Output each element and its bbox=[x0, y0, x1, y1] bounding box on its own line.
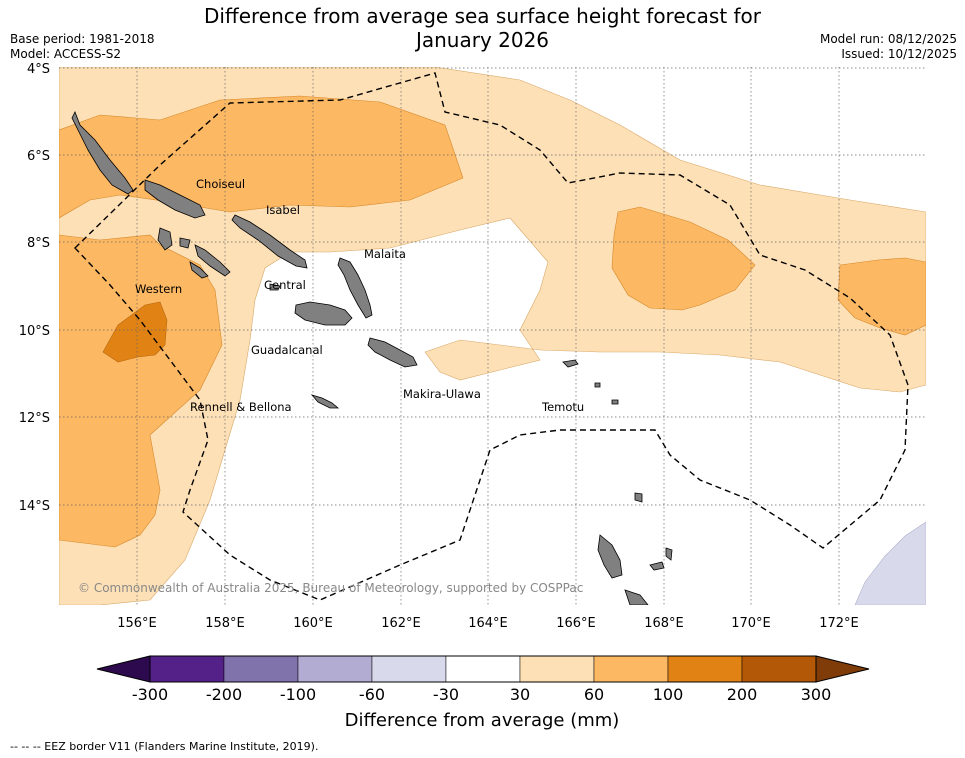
island-rennell bbox=[310, 394, 340, 409]
island-guadalcanal bbox=[294, 301, 353, 326]
lon-label: 170°E bbox=[731, 616, 771, 631]
island-small-1 bbox=[634, 492, 643, 503]
island-temotu bbox=[562, 359, 579, 368]
region-label: Central bbox=[264, 278, 306, 292]
colorbar-tick-label: -200 bbox=[206, 685, 242, 704]
region-label: Temotu bbox=[541, 400, 584, 414]
eez-border bbox=[74, 72, 909, 601]
colorbar-label: Difference from average (mm) bbox=[345, 710, 620, 731]
colorbar-tick-label: 200 bbox=[727, 685, 758, 704]
anomaly-band-100-200 bbox=[102, 301, 168, 363]
region-label: Choiseul bbox=[196, 177, 245, 191]
island-malaita bbox=[337, 257, 373, 319]
colorbar-outline bbox=[149, 655, 817, 683]
region-label: Rennell & Bellona bbox=[190, 400, 292, 414]
model-run-text: Model run: 08/12/2025 bbox=[819, 32, 957, 46]
chart-title: Difference from average sea surface heig… bbox=[0, 4, 965, 52]
region-label: Isabel bbox=[266, 203, 300, 217]
island-vanuatu-north bbox=[597, 534, 623, 579]
colorbar-segment bbox=[371, 655, 447, 683]
region-label: Guadalcanal bbox=[251, 343, 323, 357]
colorbar-segment bbox=[445, 655, 521, 683]
colorbar-segment bbox=[593, 655, 669, 683]
colorbar-extend-min bbox=[96, 655, 151, 683]
colorbar-segment bbox=[519, 655, 595, 683]
lat-label: 8°S bbox=[27, 236, 50, 251]
lon-label: 172°E bbox=[819, 616, 859, 631]
lon-label: 156°E bbox=[117, 616, 157, 631]
colorbar-segment bbox=[297, 655, 373, 683]
colorbar-ticks: -300 -200 -100 -60 -30 30 60 100 200 300 bbox=[132, 685, 831, 704]
lat-label: 10°S bbox=[19, 324, 50, 339]
colorbar-tick-label: 30 bbox=[510, 685, 530, 704]
lat-label: 12°S bbox=[19, 411, 50, 426]
island-western-1 bbox=[157, 227, 173, 251]
island-choiseul bbox=[144, 179, 206, 219]
meta-left: Base period: 1981-2018 Model: ACCESS-S2 bbox=[10, 32, 155, 62]
longitude-labels: 156°E 158°E 160°E 162°E 164°E 166°E 168°… bbox=[117, 616, 859, 631]
latitude-labels: 4°S 6°S 8°S 10°S 12°S 14°S bbox=[19, 62, 50, 514]
island-small-3 bbox=[594, 382, 601, 388]
island-makira bbox=[367, 337, 418, 368]
anomaly-band-negative bbox=[854, 521, 926, 605]
issued-text: Issued: 10/12/2025 bbox=[841, 47, 957, 61]
colorbar-tick-label: -30 bbox=[433, 685, 459, 704]
colorbar-segment bbox=[149, 655, 225, 683]
lat-label: 14°S bbox=[19, 499, 50, 514]
colorbar-tick-label: 300 bbox=[801, 685, 832, 704]
region-label: Makira-Ulawa bbox=[403, 387, 481, 401]
colorbar-segment bbox=[741, 655, 817, 683]
island-western-3 bbox=[194, 244, 231, 277]
meta-right: Model run: 08/12/2025 Issued: 10/12/2025 bbox=[820, 32, 957, 62]
colorbar-extend-max bbox=[815, 655, 870, 683]
lon-label: 164°E bbox=[468, 616, 508, 631]
island-western-4 bbox=[189, 261, 209, 279]
lat-label: 4°S bbox=[27, 62, 50, 77]
island-vanuatu-south bbox=[624, 589, 649, 605]
island-central bbox=[269, 283, 281, 291]
base-period-text: Base period: 1981-2018 bbox=[10, 32, 155, 46]
lon-label: 160°E bbox=[293, 616, 333, 631]
colorbar-tick-label: 100 bbox=[653, 685, 684, 704]
map-area: Choiseul Isabel Malaita Western Central … bbox=[59, 67, 926, 605]
chart-title-line1: Difference from average sea surface heig… bbox=[203, 4, 762, 28]
island-isabel bbox=[231, 214, 308, 269]
island-vanuatu-mid bbox=[649, 561, 665, 571]
anomaly-band-60-100-west bbox=[59, 234, 223, 548]
lon-label: 168°E bbox=[644, 616, 684, 631]
lon-label: 162°E bbox=[381, 616, 421, 631]
model-text: Model: ACCESS-S2 bbox=[10, 47, 122, 61]
eez-legend-footer: -- -- -- EEZ border V11 (Flanders Marine… bbox=[10, 740, 319, 753]
region-label: Malaita bbox=[364, 247, 406, 261]
anomaly-band-60-100-east bbox=[611, 206, 756, 311]
lat-label: 6°S bbox=[27, 149, 50, 164]
lon-label: 158°E bbox=[205, 616, 245, 631]
colorbar-segment bbox=[223, 655, 299, 683]
island-western-2 bbox=[179, 237, 191, 249]
region-label: Western bbox=[135, 282, 182, 296]
colorbar-segment bbox=[667, 655, 743, 683]
colorbar-tick-label: -100 bbox=[280, 685, 316, 704]
colorbar-tick-label: 60 bbox=[584, 685, 604, 704]
colorbar-tick-label: -300 bbox=[132, 685, 168, 704]
colorbar bbox=[96, 655, 870, 683]
colorbar-tick-label: -60 bbox=[359, 685, 385, 704]
island-bougainville bbox=[71, 111, 134, 195]
chart-title-line2: January 2026 bbox=[415, 28, 550, 52]
island-small-4 bbox=[611, 399, 619, 405]
region-labels: Choiseul Isabel Malaita Western Central … bbox=[135, 177, 584, 414]
island-small-2 bbox=[665, 547, 673, 561]
lon-label: 166°E bbox=[556, 616, 596, 631]
islands bbox=[71, 111, 673, 605]
copyright-text: © Commonwealth of Australia 2025, Bureau… bbox=[78, 581, 583, 595]
